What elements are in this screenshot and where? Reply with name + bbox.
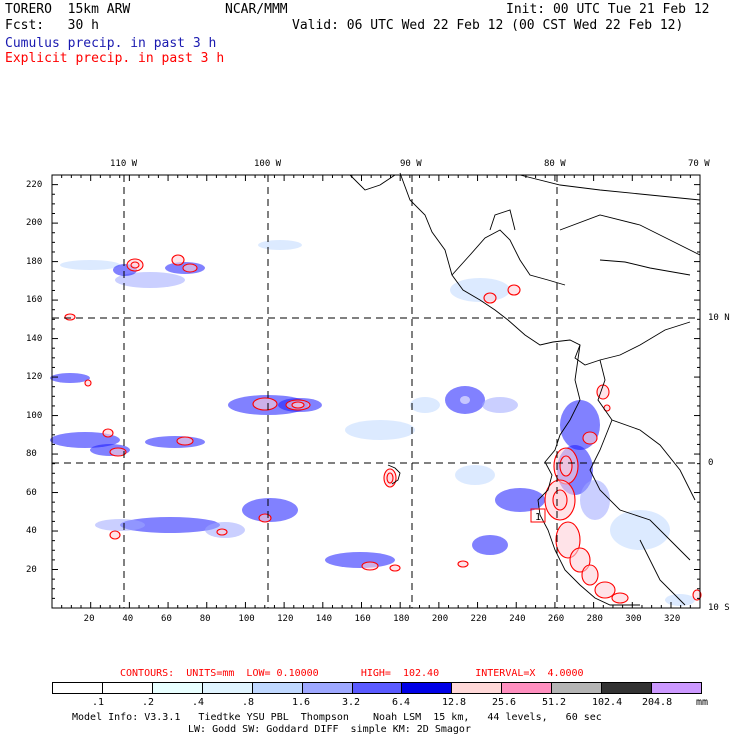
colorbar-label: 6.4 — [392, 697, 411, 708]
forecast-hour: Fcst: 30 h — [5, 18, 99, 33]
colorbar-swatch — [451, 683, 502, 693]
colorbar-label: .1 — [92, 697, 105, 708]
x-tick-label: 200 — [431, 614, 449, 624]
y-tick-label: 80 — [26, 449, 37, 460]
explicit-precip-contours — [64, 254, 702, 604]
y-tick-label: 120 — [26, 372, 43, 383]
colorbar-label: 12.8 — [442, 697, 467, 708]
x-tick-label: 220 — [470, 614, 487, 624]
colorbar-swatch — [551, 683, 602, 693]
explicit-legend-label: Explicit precip. in past 3 h — [5, 51, 225, 66]
colorbar-swatch — [151, 683, 202, 693]
cumulus-legend-label: Cumulus precip. in past 3 h — [5, 36, 217, 51]
lat-label-10s: 10 S — [708, 603, 730, 613]
colorbar-label: .4 — [192, 697, 205, 708]
lon-label-100w: 100 W — [254, 159, 282, 169]
lat-label-0: 0 — [708, 458, 714, 468]
lon-label-90w: 90 W — [400, 159, 422, 169]
y-tick-label: 100 — [26, 410, 43, 421]
y-tick-label: 60 — [26, 487, 37, 498]
colorbar-swatch — [401, 683, 452, 693]
x-tick-label: 40 — [122, 614, 134, 624]
colorbar-label: .2 — [142, 697, 155, 708]
station-marker — [530, 508, 546, 523]
x-tick-label: 60 — [161, 614, 172, 624]
lon-label-80w: 80 W — [544, 159, 566, 169]
colorbar-swatch — [301, 683, 352, 693]
center-label: NCAR/MMM — [225, 2, 288, 17]
y-tick-label: 20 — [26, 564, 37, 575]
colorbar-swatch — [101, 683, 152, 693]
colorbar-swatch — [351, 683, 402, 693]
colorbar-label: .8 — [242, 697, 255, 708]
colorbar-swatch — [201, 683, 252, 693]
colorbar-label: 1.6 — [292, 697, 311, 708]
model-info-line1: Model Info: V3.3.1 Tiedtke YSU PBL Thomp… — [72, 712, 602, 723]
x-tick-label: 240 — [509, 614, 526, 624]
station-marker-label: 1 — [535, 512, 541, 523]
colorbar-swatch — [501, 683, 552, 693]
lon-label-110w: 110 W — [110, 159, 138, 169]
coastlines — [349, 172, 701, 606]
x-tick-label: 140 — [315, 614, 333, 624]
cumulus-precip-shading — [50, 240, 695, 606]
y-tick-label: 200 — [26, 218, 43, 229]
model-info-line2: LW: Godd SW: Goddard DIFF simple KM: 2D … — [188, 724, 471, 735]
model-title: TORERO 15km ARW — [5, 2, 131, 17]
contour-info: CONTOURS: UNITS=mm LOW= 0.10000 HIGH= 10… — [120, 668, 584, 679]
x-tick-label: 80 — [199, 614, 211, 624]
x-tick-label: 280 — [586, 614, 603, 624]
y-tick-label: 160 — [26, 295, 43, 306]
colorbar-label: 102.4 — [592, 697, 623, 708]
x-tick-label: 100 — [238, 614, 255, 624]
x-tick-label: 120 — [277, 614, 294, 624]
lat-label-10n: 10 N — [708, 313, 730, 323]
init-time: Init: 00 UTC Tue 21 Feb 12 — [506, 2, 710, 17]
lon-label-70w: 70 W — [688, 159, 710, 169]
y-tick-label: 220 — [26, 179, 43, 190]
colorbar-label: 204.8 — [642, 697, 673, 708]
axis-ticks — [51, 174, 701, 609]
colorbar-label: 51.2 — [542, 697, 567, 708]
valid-time: Valid: 06 UTC Wed 22 Feb 12 (00 CST Wed … — [292, 18, 684, 33]
graticule — [52, 175, 700, 608]
colorbar-label: 25.6 — [492, 697, 517, 708]
plot-frame — [51, 174, 701, 609]
x-tick-label: 180 — [393, 614, 410, 624]
colorbar — [52, 682, 702, 694]
y-tick-label: 180 — [26, 256, 43, 267]
colorbar-swatch — [651, 683, 701, 693]
colorbar-label: 3.2 — [342, 697, 361, 708]
y-tick-label: 140 — [26, 333, 43, 344]
x-tick-label: 20 — [83, 614, 95, 624]
colorbar-swatch — [251, 683, 302, 693]
x-tick-label: 160 — [354, 614, 371, 624]
colorbar-unit: mm — [696, 697, 709, 708]
y-tick-label: 40 — [26, 526, 37, 537]
colorbar-swatch — [53, 683, 102, 693]
x-tick-label: 260 — [547, 614, 565, 624]
x-tick-label: 300 — [625, 614, 642, 624]
x-tick-label: 320 — [663, 614, 681, 624]
colorbar-swatch — [601, 683, 652, 693]
